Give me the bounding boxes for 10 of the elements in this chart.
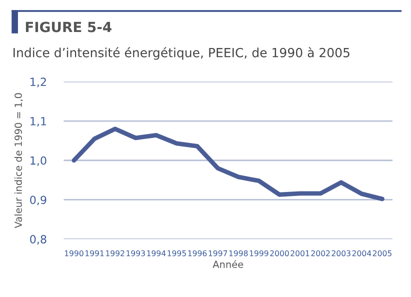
y-tick-label: 1,0 [30, 156, 46, 166]
y-tick-label: 1,2 [30, 78, 46, 88]
chart-subtitle: Indice d’intensité énergétique, PEEIC, de 1990 à 2005 [14, 47, 350, 60]
y-tick-label: 1,1 [30, 117, 46, 127]
y-tick-label: 0,9 [30, 196, 46, 206]
y-tick-label: 0,8 [30, 235, 46, 245]
line-series [72, 126, 384, 202]
y-axis-title: Valeur indice de 1990 = 1,0 [14, 93, 23, 228]
x-axis-title: Année [212, 260, 244, 268]
chart-title: FIGURE 5-4 [26, 22, 112, 32]
